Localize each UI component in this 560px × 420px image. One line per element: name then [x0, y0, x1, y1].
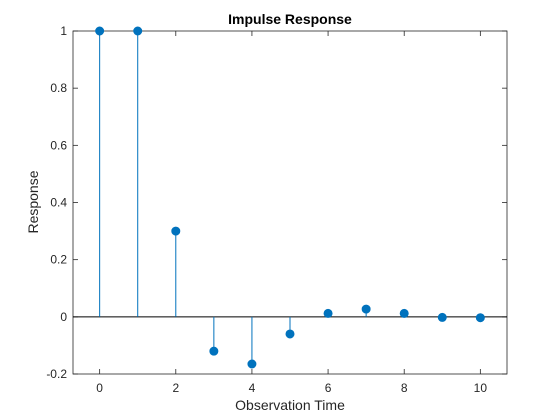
stem-marker: [323, 308, 333, 318]
y-tick-label: 0.6: [50, 138, 67, 152]
chart-title: Impulse Response: [228, 11, 352, 27]
stem-marker: [361, 304, 371, 314]
x-tick-label: 2: [172, 381, 179, 395]
y-tick-label: 0.2: [50, 253, 67, 267]
y-tick-label: -0.2: [46, 367, 67, 381]
x-axis-label: Observation Time: [235, 397, 345, 413]
y-tick-label: 0.4: [50, 196, 67, 210]
plot-layer: 0 2 4 6 8 10 -0.2 0 0.2 0.4 0.6 0.8 1: [46, 24, 508, 395]
stem-marker: [171, 226, 181, 236]
stem-marker: [209, 346, 219, 356]
stem-marker: [95, 26, 105, 36]
x-tick-label: 8: [401, 381, 408, 395]
x-tick-label: 10: [474, 381, 488, 395]
x-tick-label: 0: [96, 381, 103, 395]
stem-marker: [475, 313, 485, 323]
stem-marker: [437, 312, 447, 322]
stem-marker: [285, 329, 295, 339]
stem-marker: [247, 359, 257, 369]
x-tick-label: 6: [325, 381, 332, 395]
stem-marker: [133, 26, 143, 36]
y-axis-label: Response: [25, 170, 41, 233]
y-tick-label: 0.8: [50, 81, 67, 95]
y-tick-label: 1: [60, 24, 67, 38]
x-tick-label: 4: [249, 381, 256, 395]
stem-marker: [399, 308, 409, 318]
y-tick-label: 0: [60, 310, 67, 324]
